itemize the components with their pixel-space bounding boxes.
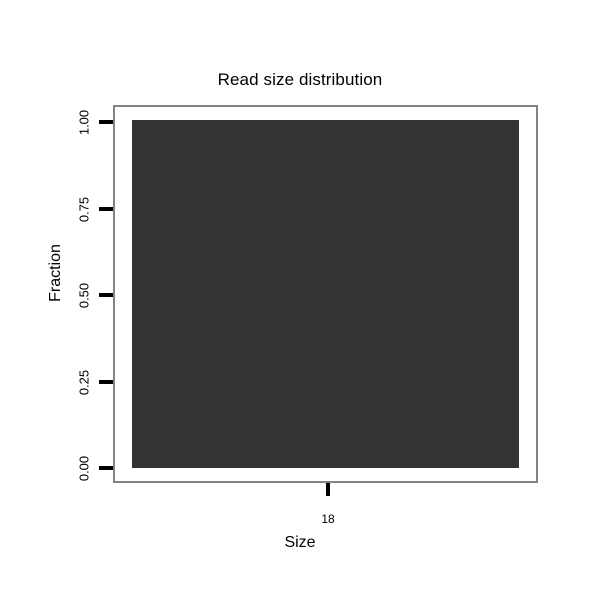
y-tick-label-1.00: 1.00 <box>76 109 92 136</box>
y-tick-label-0.50: 0.50 <box>76 282 92 309</box>
y-tick-mark-0.00 <box>99 466 113 470</box>
y-tick-mark-1.00 <box>99 120 113 124</box>
bar-size-18 <box>131 120 520 468</box>
y-tick-label-0.00: 0.00 <box>76 455 92 482</box>
y-tick-label-0.25: 0.25 <box>76 369 92 396</box>
y-tick-mark-0.75 <box>99 207 113 211</box>
y-axis-title: Fraction <box>47 244 64 302</box>
y-tick-label-0.75: 0.75 <box>76 196 92 223</box>
x-axis-title: Size <box>284 534 316 551</box>
bars-layer <box>115 107 536 481</box>
y-tick-mark-0.50 <box>99 293 113 297</box>
x-tick-label-18: 18 <box>321 512 335 526</box>
x-tick-mark-18 <box>326 483 330 496</box>
y-tick-mark-0.25 <box>99 380 113 384</box>
chart-title: Read size distribution <box>217 70 383 89</box>
